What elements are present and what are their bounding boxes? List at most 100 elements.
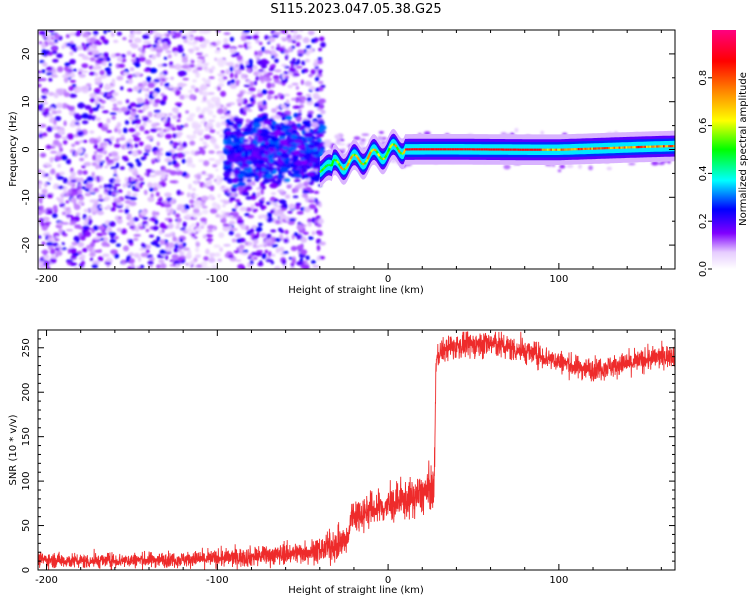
x-tick-label: -100 xyxy=(206,575,229,586)
spectrogram-noise-dot xyxy=(166,127,171,132)
spectrogram-noise-dot xyxy=(123,245,129,252)
spectrogram-halo-dot xyxy=(358,141,366,146)
spectrogram-noise-dot xyxy=(154,170,162,176)
spectrogram-cluster-dot xyxy=(223,134,229,140)
spectrogram-noise-dot xyxy=(38,182,43,186)
spectrogram-noise-dot xyxy=(187,192,191,198)
spectrogram-noise-dot xyxy=(313,102,320,108)
spectrogram-noise-dot xyxy=(143,189,148,195)
spectrogram-noise-dot xyxy=(74,151,78,157)
spectrogram-noise-dot xyxy=(38,218,43,222)
spectrogram-noise-dot xyxy=(207,102,216,109)
spectrogram-noise-dot xyxy=(106,130,112,133)
spectrogram-noise-dot xyxy=(184,94,190,99)
spectrogram-noise-dot xyxy=(222,223,230,227)
spectrogram-noise-dot xyxy=(248,87,256,92)
spectrogram-noise-dot xyxy=(152,44,158,48)
spectrogram-cluster-dot xyxy=(290,134,298,139)
spectrogram-noise-dot xyxy=(133,72,141,76)
spectrogram-noise-dot xyxy=(276,43,281,47)
spectrogram-noise-dot xyxy=(270,253,276,257)
spectrogram-noise-dot xyxy=(105,228,112,233)
spectrogram-noise-dot xyxy=(246,91,254,95)
spectrogram-noise-dot xyxy=(202,30,209,34)
spectrogram-noise-dot xyxy=(145,59,152,65)
spectrogram-noise-dot xyxy=(266,216,274,223)
spectrogram-noise-dot xyxy=(263,49,271,54)
spectrogram-noise-dot xyxy=(155,112,160,117)
spectrogram-noise-dot xyxy=(295,202,302,206)
spectrogram-noise-dot xyxy=(254,202,262,207)
x-tick-label: 100 xyxy=(549,575,568,586)
spectrogram-signal-core xyxy=(349,155,354,160)
spectrogram-noise-dot xyxy=(202,116,206,121)
spectrogram-noise-dot xyxy=(267,241,275,245)
spectrogram-noise-dot xyxy=(172,47,179,53)
spectrogram-noise-dot xyxy=(81,120,89,125)
spectrogram-noise-dot xyxy=(295,86,300,90)
spectrogram-noise-dot xyxy=(297,36,303,40)
spectrogram-noise-dot xyxy=(202,63,208,69)
spectrogram-noise-dot xyxy=(156,264,161,269)
spectrogram-noise-dot xyxy=(297,112,302,116)
spectrogram-noise-dot xyxy=(38,104,42,110)
spectrogram-noise-dot xyxy=(139,182,143,189)
spectrogram-noise-dot xyxy=(179,94,185,100)
spectrogram-noise-dot xyxy=(280,36,288,40)
y-tick-label: -20 xyxy=(21,237,32,253)
spectrogram-noise-dot xyxy=(116,122,122,128)
spectrogram-noise-dot xyxy=(109,232,117,237)
spectrogram-cluster-dot xyxy=(224,145,232,149)
spectrogram-noise-dot xyxy=(267,41,271,45)
spectrogram-noise-dot xyxy=(263,76,268,81)
spectrogram-cluster-dot xyxy=(302,154,312,160)
spectrogram-heatmap xyxy=(38,30,675,269)
spectrogram-noise-dot xyxy=(68,105,75,112)
spectrogram-noise-dot xyxy=(202,84,208,90)
spectrogram-cluster-dot xyxy=(242,139,249,143)
spectrogram-noise-dot xyxy=(191,222,196,227)
spectrogram-noise-dot xyxy=(98,194,103,200)
spectrogram-noise-dot xyxy=(190,213,198,217)
spectrogram-noise-dot xyxy=(164,133,173,139)
spectrogram-noise-dot xyxy=(253,80,258,86)
spectrogram-noise-dot xyxy=(201,195,209,201)
spectrogram-noise-dot xyxy=(144,130,150,135)
spectrogram-noise-dot xyxy=(99,224,105,231)
spectrogram-noise-dot xyxy=(266,201,271,205)
spectrogram-noise-dot xyxy=(107,189,113,196)
spectrogram-noise-dot xyxy=(292,58,296,62)
spectrogram-signal-core xyxy=(385,151,390,156)
spectrogram-noise-dot xyxy=(50,74,59,78)
spectrogram-noise-dot xyxy=(114,183,121,187)
spectrogram-noise-dot xyxy=(187,135,195,141)
spectrogram-noise-dot xyxy=(73,215,80,222)
spectrogram-noise-dot xyxy=(106,204,112,210)
spectrogram-noise-dot xyxy=(169,180,177,184)
spectrogram-noise-dot xyxy=(274,219,281,225)
spectrogram-noise-dot xyxy=(38,169,42,174)
spectrogram-noise-dot xyxy=(181,35,187,40)
spectrogram-noise-dot xyxy=(198,159,205,163)
spectrogram-noise-dot xyxy=(288,256,293,260)
spectrogram-noise-dot xyxy=(106,159,114,165)
spectrogram-noise-dot xyxy=(302,231,309,235)
spectrogram-noise-dot xyxy=(159,239,166,246)
spectrogram-noise-dot xyxy=(110,207,116,212)
spectrogram-noise-dot xyxy=(193,236,198,239)
spectrogram-noise-dot xyxy=(258,75,265,82)
spectrogram-noise-dot xyxy=(202,146,207,149)
spectrogram-noise-dot xyxy=(114,236,119,240)
spectrogram-noise-dot xyxy=(137,256,142,262)
spectrogram-noise-dot xyxy=(43,108,51,112)
spectrogram-noise-dot xyxy=(154,39,159,44)
spectrogram-noise-dot xyxy=(126,142,131,149)
spectrogram-noise-dot xyxy=(297,49,305,54)
spectrogram-noise-dot xyxy=(39,205,44,211)
spectrogram-noise-dot xyxy=(153,91,158,98)
spectrogram-noise-dot xyxy=(51,242,59,247)
spectrogram-noise-dot xyxy=(230,186,237,193)
spectrogram-noise-dot xyxy=(74,114,82,121)
spectrogram-noise-dot xyxy=(183,150,191,155)
spectrogram-noise-dot xyxy=(275,247,280,254)
